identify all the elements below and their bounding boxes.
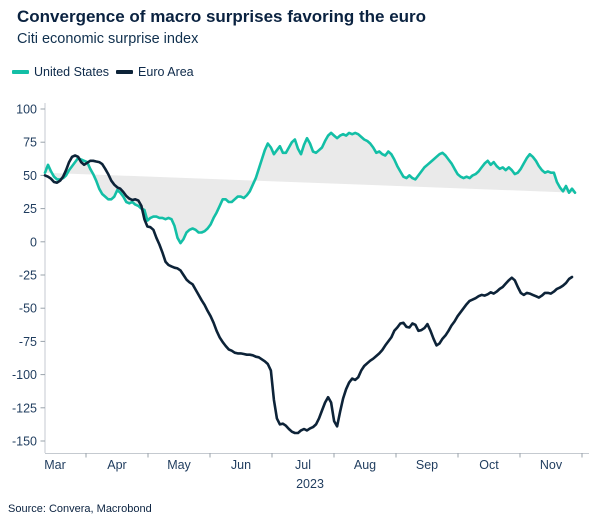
y-tick-label: 100 xyxy=(16,103,37,117)
y-tick-label: 75 xyxy=(23,136,37,150)
source-note: Source: Convera, Macrobond xyxy=(8,503,152,515)
legend-label-united-states: United States xyxy=(34,65,110,79)
x-tick-label: Jun xyxy=(231,458,251,472)
y-tick-label: -125 xyxy=(12,401,37,415)
x-tick-label: Apr xyxy=(107,458,126,472)
x-tick-label: Mar xyxy=(44,458,66,472)
x-tick-label: Sep xyxy=(416,458,438,472)
y-tick-label: -50 xyxy=(19,302,37,316)
y-tick-label: -100 xyxy=(12,368,37,382)
legend-item-united-states: United States xyxy=(12,65,109,79)
chart-legend: United States Euro Area xyxy=(12,65,194,79)
ea-line-swatch-icon xyxy=(116,70,134,74)
x-tick-label: Jul xyxy=(295,458,311,472)
x-tick-label: May xyxy=(167,458,191,472)
x-tick-label: Nov xyxy=(540,458,563,472)
y-tick-label: 0 xyxy=(30,235,37,249)
y-tick-label: -75 xyxy=(19,335,37,349)
united-states-line xyxy=(43,131,577,245)
chart-title: Convergence of macro surprises favoring … xyxy=(17,7,427,26)
x-axis-year-label: 2023 xyxy=(296,477,324,491)
x-tick-label: Oct xyxy=(479,458,499,472)
series-gap-band xyxy=(45,132,575,244)
chart-subtitle: Citi economic surprise index xyxy=(17,31,199,47)
us-line-swatch-icon xyxy=(12,70,29,74)
y-tick-label: 25 xyxy=(23,202,37,216)
y-tick-label: -25 xyxy=(19,269,37,283)
x-tick-label: Aug xyxy=(354,458,376,472)
euro-area-line xyxy=(43,154,574,435)
y-tick-label: 50 xyxy=(23,169,37,183)
legend-item-euro-area: Euro Area xyxy=(116,65,194,79)
legend-label-euro-area: Euro Area xyxy=(138,65,194,79)
y-tick-label: -150 xyxy=(12,435,37,449)
